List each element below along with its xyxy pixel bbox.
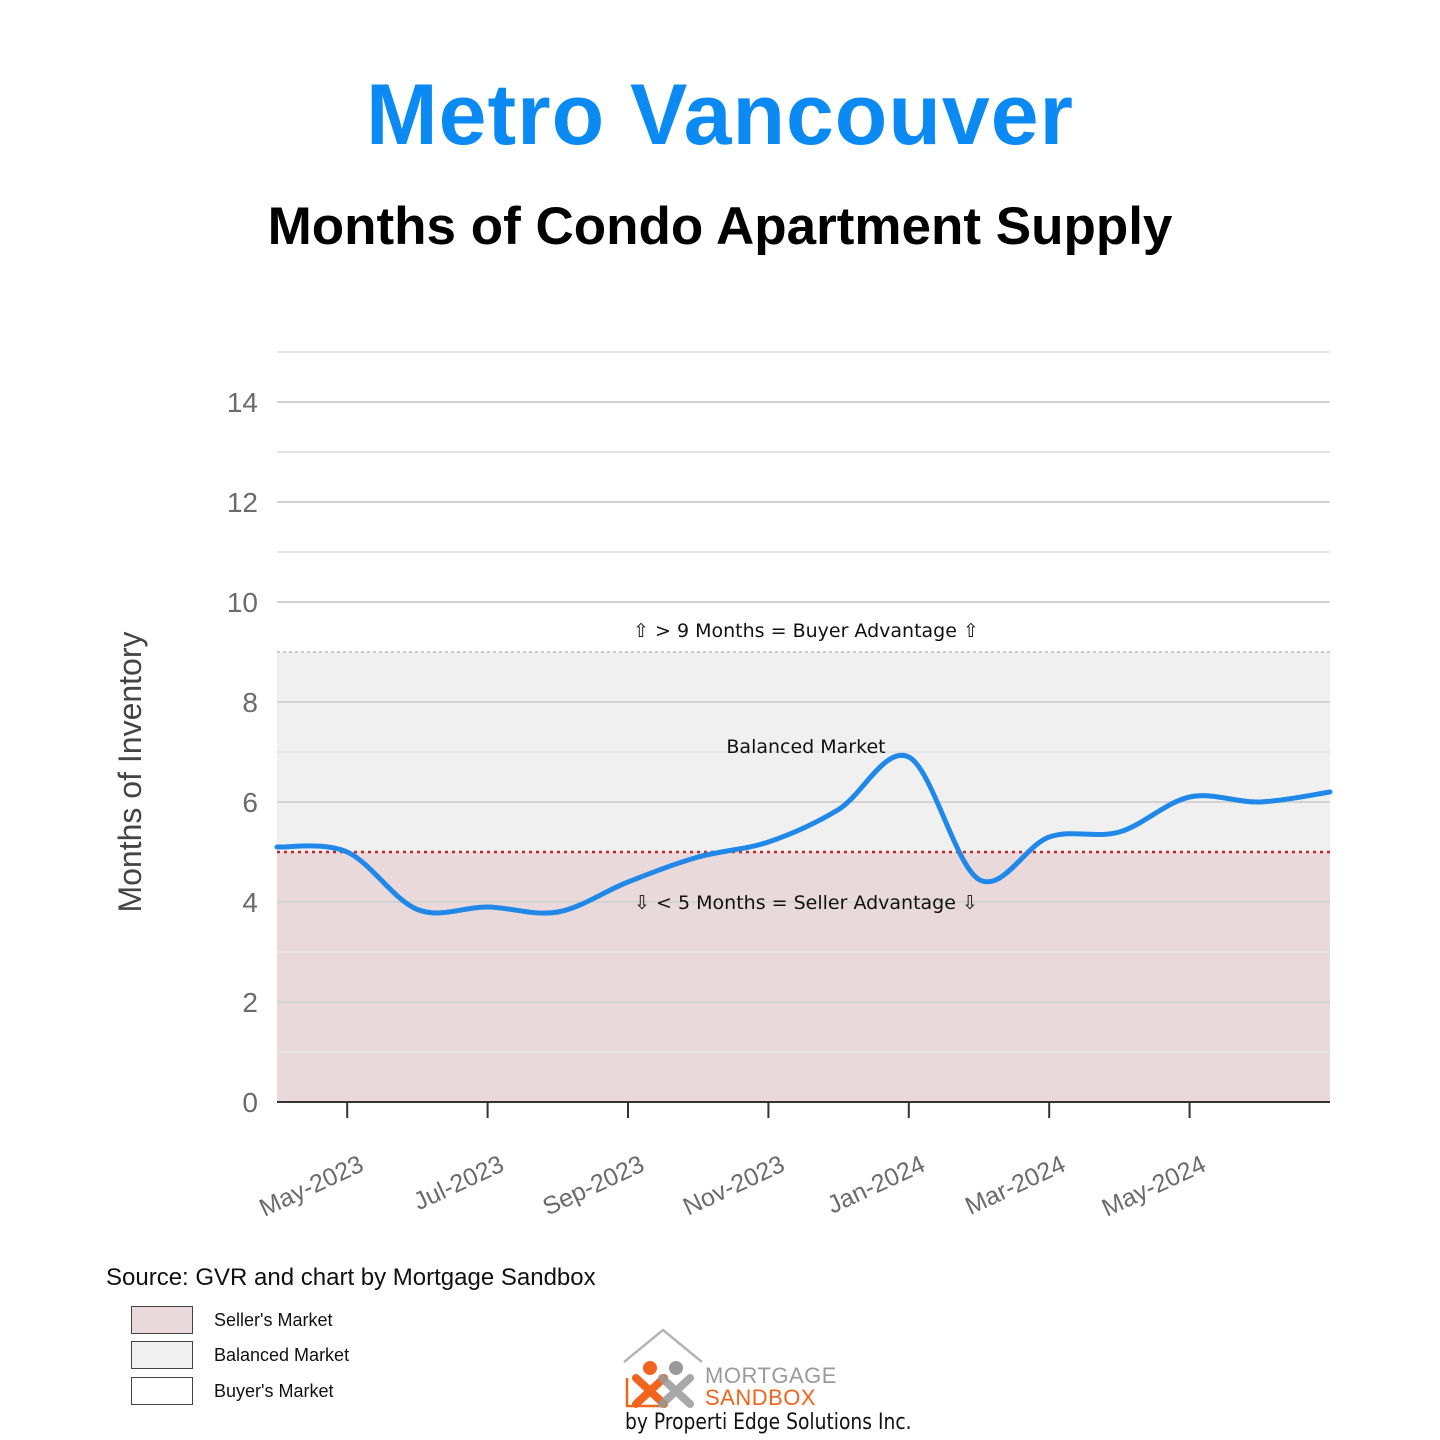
y-tick-label: 2 (242, 987, 258, 1018)
y-tick-label: 10 (227, 587, 258, 618)
y-tick-label: 0 (242, 1087, 258, 1118)
logo-tagline: by Properti Edge Solutions Inc. (625, 1410, 912, 1435)
chart-subtitle: Months of Condo Apartment Supply (267, 197, 1173, 256)
annotation-balanced-market: Balanced Market (726, 736, 885, 758)
y-tick-label: 4 (242, 887, 258, 918)
annotation-buyer-advantage: ⇧ > 9 Months = Buyer Advantage ⇧ (633, 620, 979, 642)
legend-swatch-buyer (131, 1377, 193, 1405)
x-tick-label: Jan-2024 (823, 1150, 929, 1219)
legend-label-balanced: Balanced Market (214, 1345, 350, 1365)
page-title: Metro Vancouver (366, 67, 1074, 163)
legend-label-buyer: Buyer's Market (214, 1381, 334, 1401)
x-tick-label: Nov-2023 (679, 1150, 789, 1221)
legend-swatch-seller (131, 1306, 193, 1334)
annotation-seller-advantage: ⇩ < 5 Months = Seller Advantage ⇩ (634, 892, 978, 914)
y-tick-label: 14 (227, 387, 258, 418)
y-axis-label: Months of Inventory (112, 631, 148, 912)
y-tick-label: 12 (227, 487, 258, 518)
legend-label-seller: Seller's Market (214, 1310, 333, 1330)
x-tick-label: Jul-2023 (409, 1150, 508, 1216)
logo-word-mortgage: MORTGAGE (705, 1363, 837, 1388)
legend-swatch-balanced (131, 1341, 193, 1369)
x-tick-label: May-2023 (255, 1150, 368, 1222)
months-of-inventory-line (274, 752, 1333, 916)
logo-word-sandbox: SANDBOX (705, 1385, 817, 1410)
x-tick-label: Sep-2023 (538, 1150, 648, 1221)
y-tick-label: 8 (242, 687, 258, 718)
x-tick-label: May-2024 (1098, 1150, 1211, 1222)
band-seller-s-market (277, 852, 1330, 1102)
mortgage-sandbox-logo: MORTGAGE SANDBOX by Properti Edge Soluti… (620, 1326, 940, 1440)
source-note: Source: GVR and chart by Mortgage Sandbo… (106, 1264, 596, 1291)
y-tick-label: 6 (242, 787, 258, 818)
x-tick-label: Mar-2024 (961, 1150, 1070, 1221)
house-logo-icon (623, 1328, 703, 1408)
months-of-supply-chart: 0 2 4 6 8 10 12 14 May-2023 Jul-2023 Sep-2023 Nov-2… (112, 351, 1333, 1222)
